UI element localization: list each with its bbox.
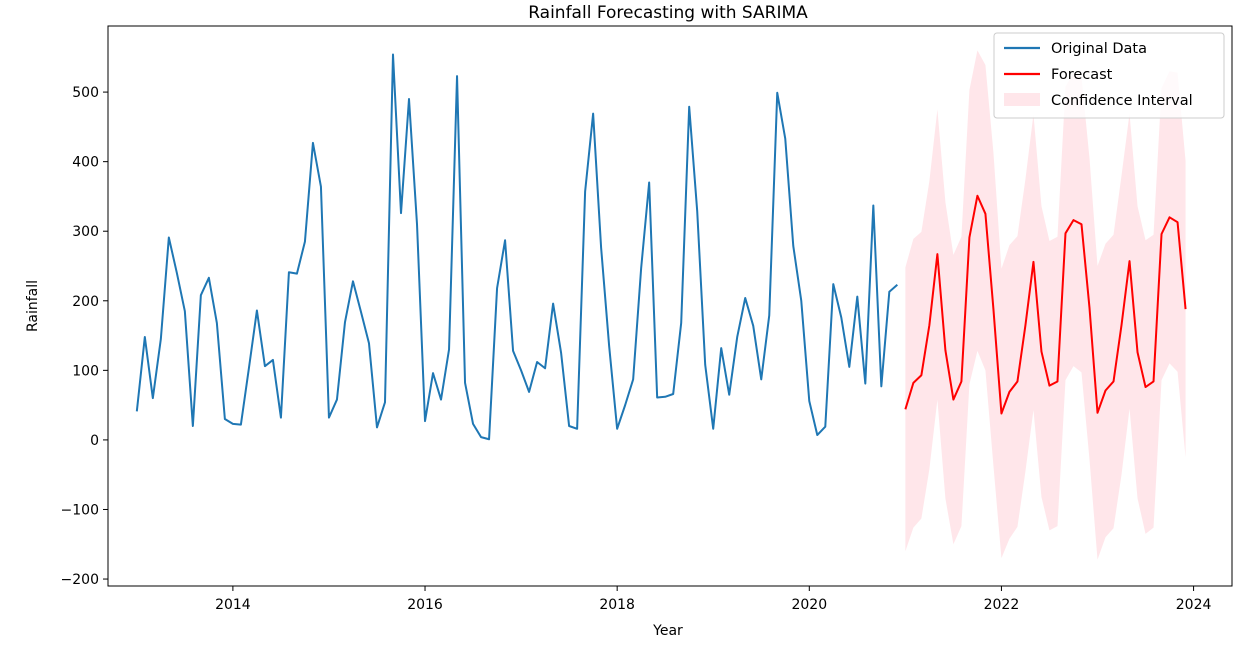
y-tick-label: −200 [61, 572, 99, 588]
legend-original-label: Original Data [1051, 41, 1147, 57]
legend-frame [993, 32, 1225, 119]
y-tick-label: 100 [72, 363, 99, 379]
forecast-line [904, 194, 1187, 415]
x-axis-label: Year [652, 623, 683, 639]
y-tick-label: −100 [61, 502, 99, 518]
x-tick-label: 2018 [599, 597, 635, 613]
original-data-layer [135, 53, 898, 441]
legend-forecast-label: Forecast [1051, 67, 1113, 83]
y-axis-label: Rainfall [25, 280, 41, 332]
forecast-layer [904, 194, 1187, 415]
y-axis: −200 −100 0 100 200 300 400 500 [61, 85, 108, 588]
legend: Original Data Forecast Confidence Interv… [993, 32, 1225, 119]
legend-ci-swatch [1004, 93, 1040, 106]
y-tick-label: 200 [72, 294, 99, 310]
y-tick-label: 500 [72, 85, 99, 101]
x-tick-label: 2020 [791, 597, 827, 613]
x-tick-label: 2024 [1176, 597, 1212, 613]
y-tick-label: 400 [72, 155, 99, 171]
legend-ci-label: Confidence Interval [1051, 93, 1193, 109]
y-tick-label: 300 [72, 224, 99, 240]
confidence-interval-band [905, 50, 1186, 560]
confidence-interval-layer [905, 50, 1186, 560]
original-data-line [135, 53, 898, 441]
x-tick-label: 2014 [215, 597, 251, 613]
y-tick-label: 0 [90, 433, 99, 449]
x-tick-label: 2022 [984, 597, 1020, 613]
chart-title: Rainfall Forecasting with SARIMA [528, 3, 808, 23]
x-axis: 2014 2016 2018 2020 2022 2024 [215, 586, 1211, 613]
x-tick-label: 2016 [407, 597, 443, 613]
plot-frame [107, 25, 1233, 587]
